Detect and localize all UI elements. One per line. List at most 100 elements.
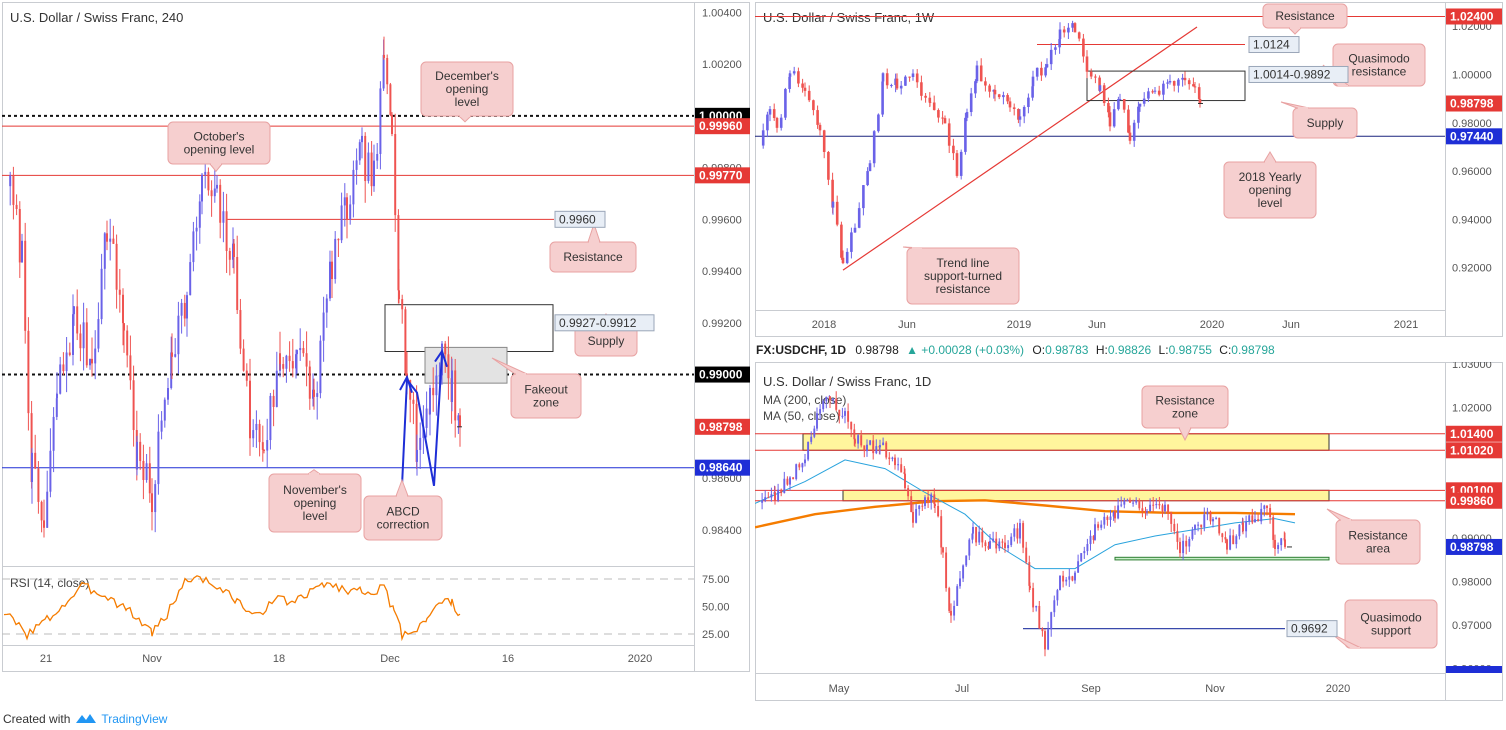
h4-candle: [18, 208, 21, 263]
w1-candle: [1128, 132, 1132, 141]
w1-candle: [1193, 86, 1197, 88]
d1-candle: [1029, 585, 1031, 589]
h4-candle: [429, 387, 431, 415]
d1-candle: [882, 442, 885, 446]
w1-candle: [1035, 67, 1039, 77]
d1-candle: [813, 428, 816, 437]
w1-candle: [974, 81, 977, 94]
d1-candle: [937, 505, 940, 517]
h4-candle: [65, 352, 68, 372]
ticker-high: 0.98826: [1107, 343, 1152, 357]
w1-chart-svg[interactable]: U.S. Dollar / Swiss Franc, 1W 1.020001.0…: [755, 2, 1503, 337]
h4-chart-svg[interactable]: U.S. Dollar / Swiss Franc, 240 1.00400 1.…: [2, 2, 750, 672]
d1-candle: [1161, 505, 1164, 512]
d1-candle: [1032, 588, 1035, 608]
d1-candle: [1059, 575, 1061, 591]
d1-chart-panel[interactable]: U.S. Dollar / Swiss Franc, 1D MA (200, c…: [754, 359, 1503, 701]
d1-candle: [1167, 504, 1170, 513]
d1-price-tag-label: 1.01020: [1450, 443, 1494, 457]
w1-callout-quasimodo-box: [1332, 43, 1426, 87]
d1-callout-resistance-area-box: [1335, 519, 1421, 565]
d1-candle: [1129, 499, 1131, 503]
d1-candle: [847, 411, 850, 422]
d1-candle: [959, 578, 961, 587]
d1-price-box-quasimodo-label: 0.9692: [1291, 622, 1328, 636]
h4-candle: [391, 114, 393, 135]
d1-callout-resistance-zone-text: Resistance: [1155, 394, 1215, 408]
d1-chart-title: U.S. Dollar / Swiss Franc, 1D: [763, 374, 931, 389]
d1-candle: [1235, 536, 1238, 545]
w1-candle: [1153, 90, 1157, 92]
d1-candle: [1245, 521, 1248, 532]
w1-callout-quasimodo-text: Quasimodo: [1348, 52, 1410, 66]
h4-candle: [239, 310, 242, 349]
h4-candle: [295, 354, 297, 369]
d1-callout-quasimodo-text: support: [1371, 624, 1412, 638]
w1-candle: [1187, 80, 1191, 85]
d1-candle: [854, 439, 856, 444]
w1-candle: [965, 112, 969, 118]
d1-candle: [804, 459, 806, 464]
h4-candle: [457, 415, 460, 421]
w1-ytick-label: 0.92000: [1452, 263, 1492, 275]
h4-candle: [425, 408, 428, 428]
w1-candle: [1166, 82, 1169, 84]
h4-price-tag-label: 0.99000: [699, 368, 743, 382]
h4-candle: [207, 171, 210, 191]
w1-candle: [1102, 85, 1106, 104]
w1-candle: [1162, 83, 1165, 95]
h4-callout-fakeout-text: Fakeout: [524, 383, 568, 397]
h4-candle: [222, 211, 225, 223]
h4-candle: [72, 314, 74, 356]
d1-candle: [1010, 536, 1013, 546]
d1-candle: [838, 409, 841, 416]
h4-candle: [249, 415, 251, 439]
w1-candle: [1077, 32, 1081, 39]
w1-candle: [904, 76, 907, 86]
h4-chart-panel[interactable]: U.S. Dollar / Swiss Franc, 240 1.00400 1.…: [2, 2, 750, 672]
w1-candle: [1108, 112, 1112, 127]
h4-candle: [233, 243, 235, 257]
w1-candle: [1062, 29, 1066, 33]
h4-xtick-label: Dec: [380, 653, 400, 665]
w1-candle: [1027, 97, 1030, 107]
d1-candle: [1260, 508, 1263, 522]
h4-callout-november-text: November's: [283, 483, 347, 497]
d1-chart-svg[interactable]: U.S. Dollar / Swiss Franc, 1D MA (200, c…: [754, 359, 1503, 701]
w1-candle: [775, 117, 779, 128]
w1-price-tag-label: 0.97440: [1450, 129, 1494, 143]
d1-price-box-quasimodo: [1286, 620, 1338, 638]
d1-candle: [1004, 542, 1006, 549]
d1-candle: [1028, 562, 1031, 586]
h4-price-box-supply-label: 0.9927-0.9912: [559, 316, 637, 330]
w1-candle: [831, 179, 834, 208]
h4-candle: [349, 204, 352, 219]
footer-brand-link[interactable]: TradingView: [101, 712, 168, 726]
w1-candle: [850, 232, 853, 252]
d1-candle: [1254, 519, 1256, 523]
h4-candle: [109, 238, 112, 242]
w1-candle: [1002, 95, 1005, 98]
d1-candle: [956, 586, 959, 606]
d1-candle: [1272, 517, 1275, 540]
w1-candle: [1177, 79, 1180, 86]
w1-callout-supply-box: [1292, 107, 1358, 139]
d1-candle: [992, 538, 995, 542]
w1-candle: [845, 251, 849, 264]
h4-candle: [132, 380, 135, 431]
w1-chart-panel[interactable]: U.S. Dollar / Swiss Franc, 1W 1.02000 1.0…: [755, 2, 1503, 337]
h4-candle: [198, 201, 201, 228]
w1-price-box-quasimodo-label: 1.0124: [1253, 38, 1290, 52]
w1-candle: [1018, 116, 1022, 120]
w1-xtick-label: 2020: [1200, 319, 1224, 331]
tradingview-logo-icon[interactable]: [75, 712, 97, 727]
h4-candle: [154, 484, 157, 513]
h4-candle: [352, 169, 355, 205]
d1-candle: [829, 396, 831, 401]
d1-ytick-label: 1.02000: [1452, 403, 1492, 415]
d1-candle: [841, 415, 844, 417]
h4-candle: [167, 388, 169, 400]
h4-price-box-supply: [554, 314, 655, 332]
